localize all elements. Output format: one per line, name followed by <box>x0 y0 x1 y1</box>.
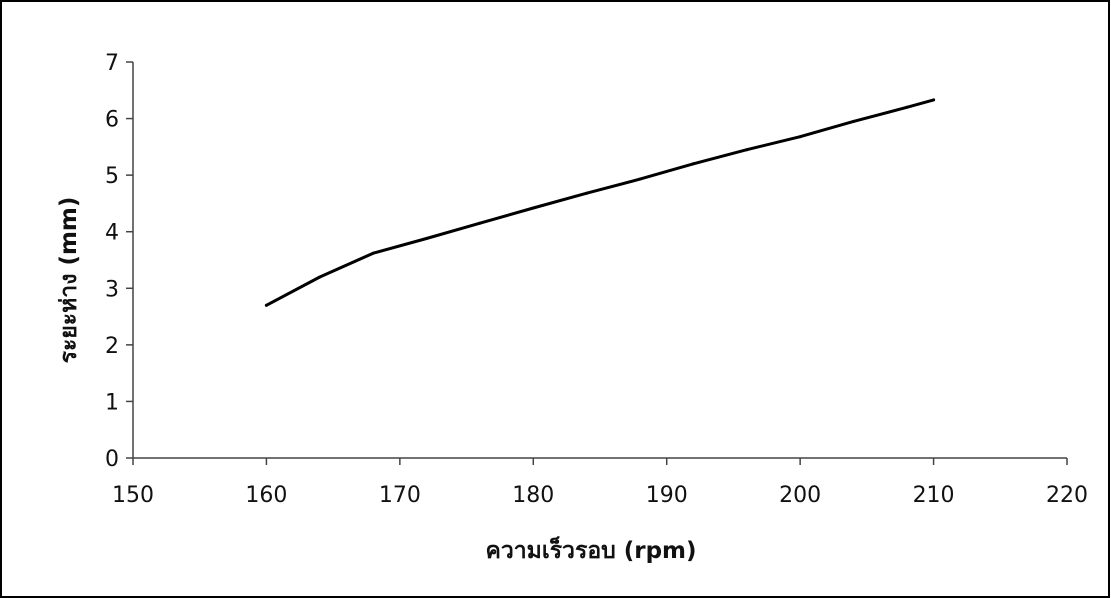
y-tick-label: 0 <box>105 447 119 472</box>
y-tick-label: 7 <box>105 51 119 76</box>
data-point <box>585 191 589 195</box>
data-point <box>478 221 482 225</box>
data-point <box>425 237 428 240</box>
x-tick-label: 210 <box>913 483 955 508</box>
data-point <box>745 148 749 152</box>
y-tick-label: 6 <box>105 108 119 133</box>
y-axis: 0 1 2 3 4 5 6 7 <box>105 51 134 472</box>
y-tick-label: 1 <box>105 390 119 415</box>
series-line <box>264 98 936 307</box>
data-point <box>932 98 936 102</box>
plot-area <box>264 98 936 307</box>
data-point <box>638 177 642 181</box>
y-tick-label: 5 <box>105 164 119 189</box>
data-point <box>798 135 802 139</box>
data-point <box>905 105 909 109</box>
x-tick-label: 160 <box>245 483 287 508</box>
x-tick-label: 200 <box>779 483 821 508</box>
y-axis-title: ระยะห่าง (mm) <box>56 197 82 364</box>
y-tick-label: 2 <box>105 334 119 359</box>
x-tick-label: 190 <box>646 483 688 508</box>
data-point <box>691 162 695 166</box>
data-point <box>852 119 855 123</box>
y-tick-label: 3 <box>105 277 119 302</box>
x-tick-label: 150 <box>112 483 154 508</box>
x-tick-label: 220 <box>1046 483 1088 508</box>
data-point <box>371 251 375 255</box>
x-tick-label: 180 <box>512 483 554 508</box>
data-point <box>318 275 322 279</box>
x-tick-label: 170 <box>379 483 421 508</box>
y-tick-label: 4 <box>105 221 119 246</box>
x-axis: 150 160 170 180 190 200 210 220 <box>112 457 1088 508</box>
x-axis-title: ความเร็วรอบ (rpm) <box>485 535 696 564</box>
data-point <box>531 206 535 210</box>
data-point <box>264 303 268 307</box>
